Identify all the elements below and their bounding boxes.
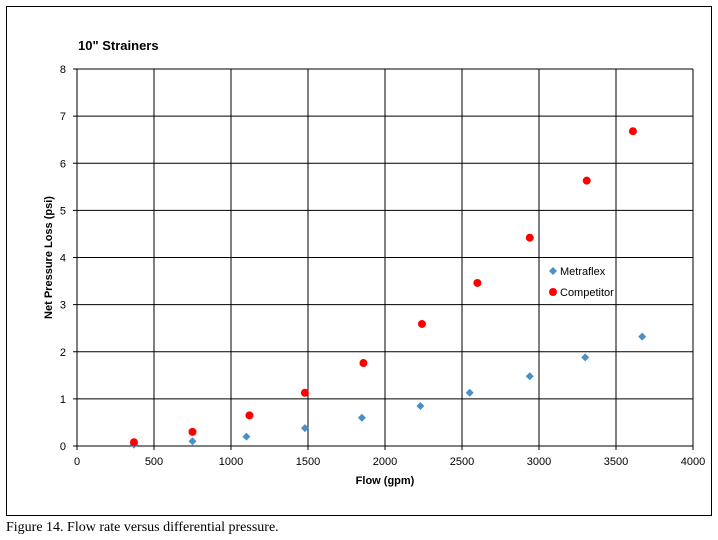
y-tick-label: 4 xyxy=(60,253,66,265)
competitor-point xyxy=(628,127,637,136)
y-tick-label: 5 xyxy=(60,205,66,217)
competitor-point xyxy=(359,359,368,368)
competitor-point xyxy=(582,176,591,185)
metraflex-point xyxy=(357,413,366,422)
metraflex-point xyxy=(300,424,309,433)
metraflex-point xyxy=(188,437,197,446)
competitor-point xyxy=(300,388,309,397)
x-tick-label: 4000 xyxy=(681,456,705,468)
competitor-legend-marker xyxy=(549,288,557,296)
metraflex-point xyxy=(242,432,251,441)
y-tick-label: 7 xyxy=(60,111,66,123)
figure-caption: Figure 14. Flow rate versus differential… xyxy=(6,520,279,535)
x-tick-label: 3000 xyxy=(527,456,551,468)
y-tick-label: 3 xyxy=(60,300,66,312)
competitor-legend-label: Competitor xyxy=(560,287,614,299)
y-tick-label: 2 xyxy=(60,347,66,359)
y-tick-label: 0 xyxy=(60,441,66,453)
competitor-point xyxy=(417,319,426,328)
y-axis-label: Net Pressure Loss (psi) xyxy=(43,196,55,319)
y-tick-label: 8 xyxy=(60,64,66,76)
x-tick-label: 0 xyxy=(74,456,80,468)
metraflex-point xyxy=(581,353,590,362)
y-tick-label: 1 xyxy=(60,394,66,406)
chart-title: 10" Strainers xyxy=(78,38,159,53)
x-tick-label: 2000 xyxy=(373,456,397,468)
x-tick-label: 1500 xyxy=(296,456,320,468)
x-tick-label: 1000 xyxy=(219,456,243,468)
y-tick-label: 6 xyxy=(60,158,66,170)
metraflex-point xyxy=(465,388,474,397)
competitor-point xyxy=(473,278,482,287)
chart-frame xyxy=(6,6,712,516)
x-axis-label: Flow (gpm) xyxy=(356,475,415,487)
x-tick-label: 500 xyxy=(145,456,163,468)
x-tick-label: 3500 xyxy=(604,456,628,468)
metraflex-point xyxy=(638,332,647,341)
competitor-point xyxy=(188,427,197,436)
competitor-point xyxy=(525,233,534,242)
metraflex-legend-marker xyxy=(549,267,557,275)
competitor-point xyxy=(245,411,254,420)
metraflex-point xyxy=(416,401,425,410)
metraflex-point xyxy=(525,372,534,381)
x-tick-label: 2500 xyxy=(450,456,474,468)
competitor-point xyxy=(129,438,138,447)
metraflex-legend-label: Metraflex xyxy=(560,266,606,278)
